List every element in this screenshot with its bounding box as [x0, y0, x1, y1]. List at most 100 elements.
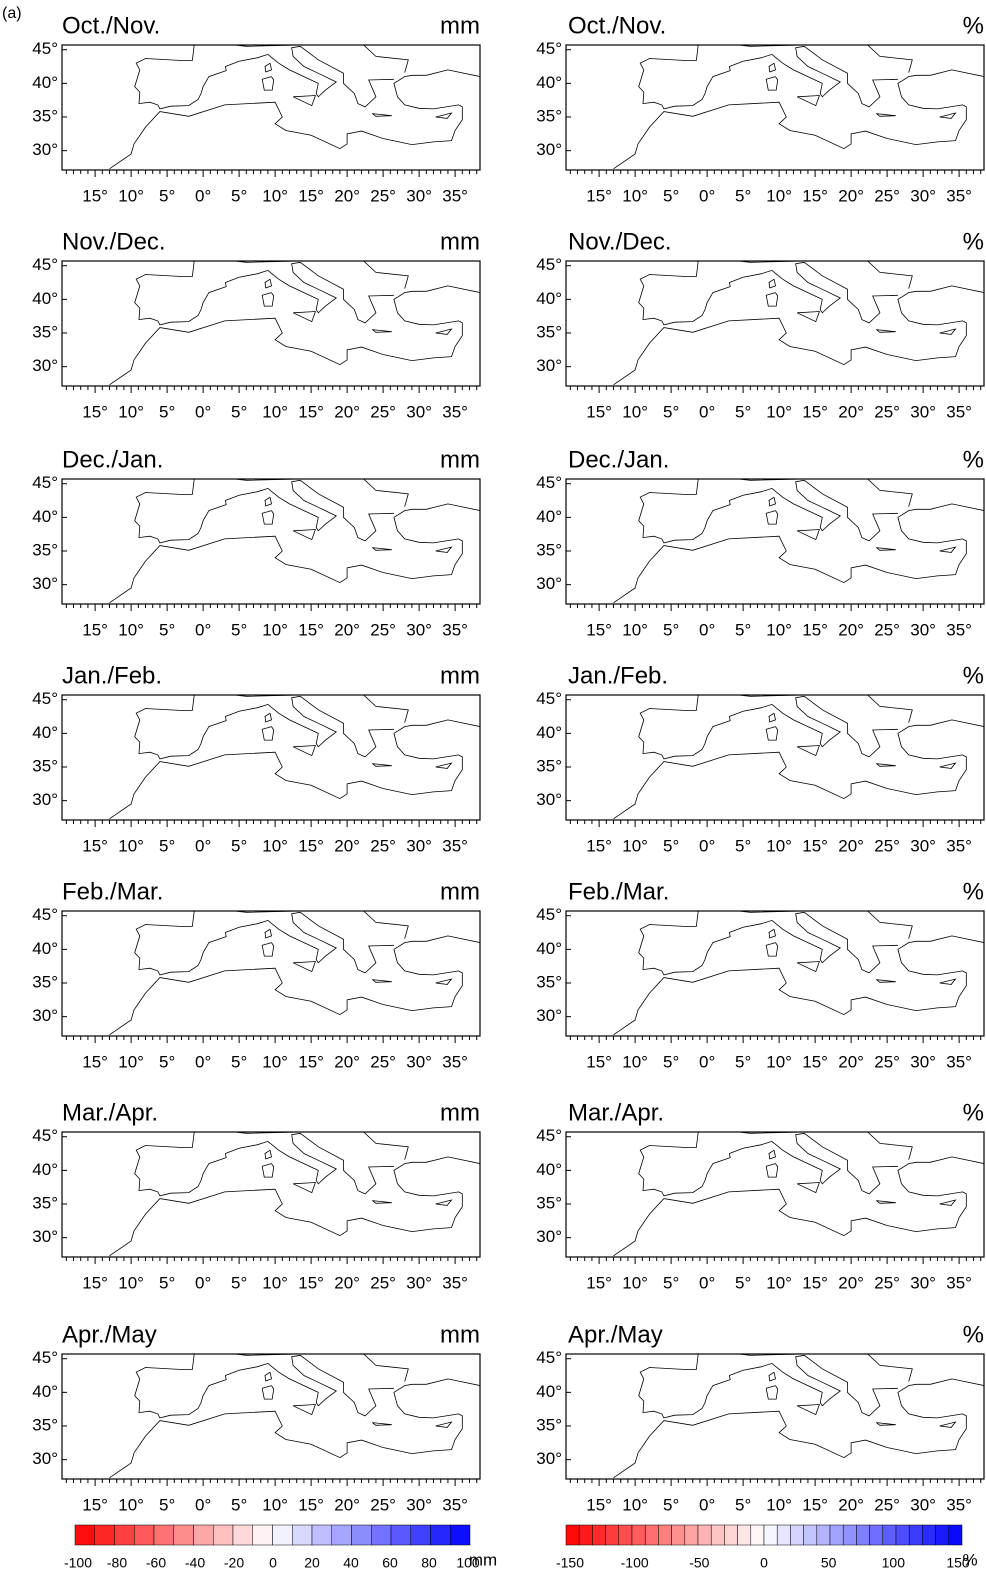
colorbar-label: -20 [224, 1555, 244, 1571]
lon-label: 0° [195, 1495, 211, 1514]
coastline [768, 712, 776, 723]
lon-label: 35° [946, 1052, 972, 1071]
lon-label: 25° [370, 1273, 396, 1292]
colorbar-label: -150 [556, 1555, 584, 1571]
coastline [613, 935, 984, 1036]
panel-title: Feb./Mar. [62, 878, 163, 905]
coastline [638, 1354, 898, 1419]
lon-label: 30° [910, 620, 936, 639]
lon-label: 20° [838, 620, 864, 639]
coastline [372, 1200, 392, 1204]
lon-label: 5° [735, 402, 751, 421]
panel-unit: mm [440, 878, 480, 905]
lon-label: 30° [406, 836, 432, 855]
coastline [134, 911, 394, 976]
lat-label: 30° [536, 1449, 562, 1468]
lon-label: 10° [118, 1495, 144, 1514]
lon-label: 10° [262, 402, 288, 421]
coastline [765, 76, 779, 91]
coastline [613, 1378, 984, 1479]
lat-label: 40° [536, 723, 562, 742]
lat-label: 35° [32, 756, 58, 775]
map-frame [565, 910, 985, 1037]
lon-label: 15° [586, 1495, 612, 1514]
coastline [796, 95, 820, 107]
map-frame [61, 478, 481, 605]
lon-label: 30° [406, 1495, 432, 1514]
coastline [939, 328, 957, 335]
coastline [939, 546, 957, 553]
lon-label: 20° [334, 1273, 360, 1292]
coastline [231, 45, 304, 47]
lon-label: 10° [262, 1495, 288, 1514]
coastline [613, 69, 984, 170]
lat-label: 45° [536, 39, 562, 58]
lon-label: 15° [298, 1495, 324, 1514]
lat-label: 35° [536, 1415, 562, 1434]
coastline [435, 1199, 453, 1206]
lon-label: 10° [766, 836, 792, 855]
coastline [134, 45, 394, 110]
lat-label: 30° [536, 356, 562, 375]
coastline [876, 763, 896, 767]
coastline [613, 503, 984, 604]
lon-label: 35° [946, 1273, 972, 1292]
panel-title: Oct./Nov. [62, 12, 160, 39]
coastline [261, 726, 275, 741]
coastline [768, 928, 776, 939]
map [613, 695, 984, 820]
map [109, 261, 480, 386]
colorbar-label: -100 [621, 1555, 649, 1571]
colorbar-cell [371, 1524, 392, 1546]
lon-label: 5° [735, 1273, 751, 1292]
panel-unit: mm [440, 1321, 480, 1348]
lon-label: 35° [442, 836, 468, 855]
colorbar-cell [430, 1524, 451, 1546]
map-frame [565, 694, 985, 821]
lon-label: 5° [231, 620, 247, 639]
coastline [231, 1354, 304, 1356]
map [613, 479, 984, 604]
colorbar-cell [737, 1524, 752, 1546]
colorbar-cell [311, 1524, 332, 1546]
lon-label: 5° [735, 836, 751, 855]
coastline [939, 762, 957, 769]
map [109, 1354, 480, 1479]
lon-label: 5° [663, 836, 679, 855]
lon-label: 5° [159, 836, 175, 855]
lat-label: 45° [32, 255, 58, 274]
lon-label: 5° [231, 836, 247, 855]
lon-label: 10° [118, 1052, 144, 1071]
coastline [876, 979, 896, 983]
map-frame [61, 260, 481, 387]
lon-label: 15° [802, 1273, 828, 1292]
lon-label: 20° [838, 836, 864, 855]
lat-label: 45° [32, 1348, 58, 1367]
coastline [638, 479, 898, 544]
map-frame [565, 260, 985, 387]
lon-label: 15° [802, 1495, 828, 1514]
map [109, 911, 480, 1036]
colorbar-cell [922, 1524, 936, 1546]
lon-label: 20° [838, 1052, 864, 1071]
panel-title: Apr./May [568, 1321, 663, 1348]
coastline [372, 763, 392, 767]
lat-label: 40° [536, 507, 562, 526]
coastline [638, 911, 898, 976]
coastline [109, 503, 480, 604]
map [613, 1132, 984, 1257]
map-frame [565, 1353, 985, 1480]
coastline [264, 712, 272, 723]
panel-title: Mar./Apr. [568, 1099, 664, 1126]
lat-label: 35° [536, 756, 562, 775]
colorbar-cell [842, 1524, 857, 1546]
lon-label: 30° [910, 1273, 936, 1292]
lon-label: 15° [298, 1052, 324, 1071]
lon-label: 0° [195, 1273, 211, 1292]
lon-label: 20° [838, 186, 864, 205]
map-frame [61, 694, 481, 821]
lon-label: 35° [442, 1495, 468, 1514]
colorbar-label: 100 [882, 1555, 906, 1571]
coastline [109, 719, 480, 820]
lon-label: 5° [663, 186, 679, 205]
